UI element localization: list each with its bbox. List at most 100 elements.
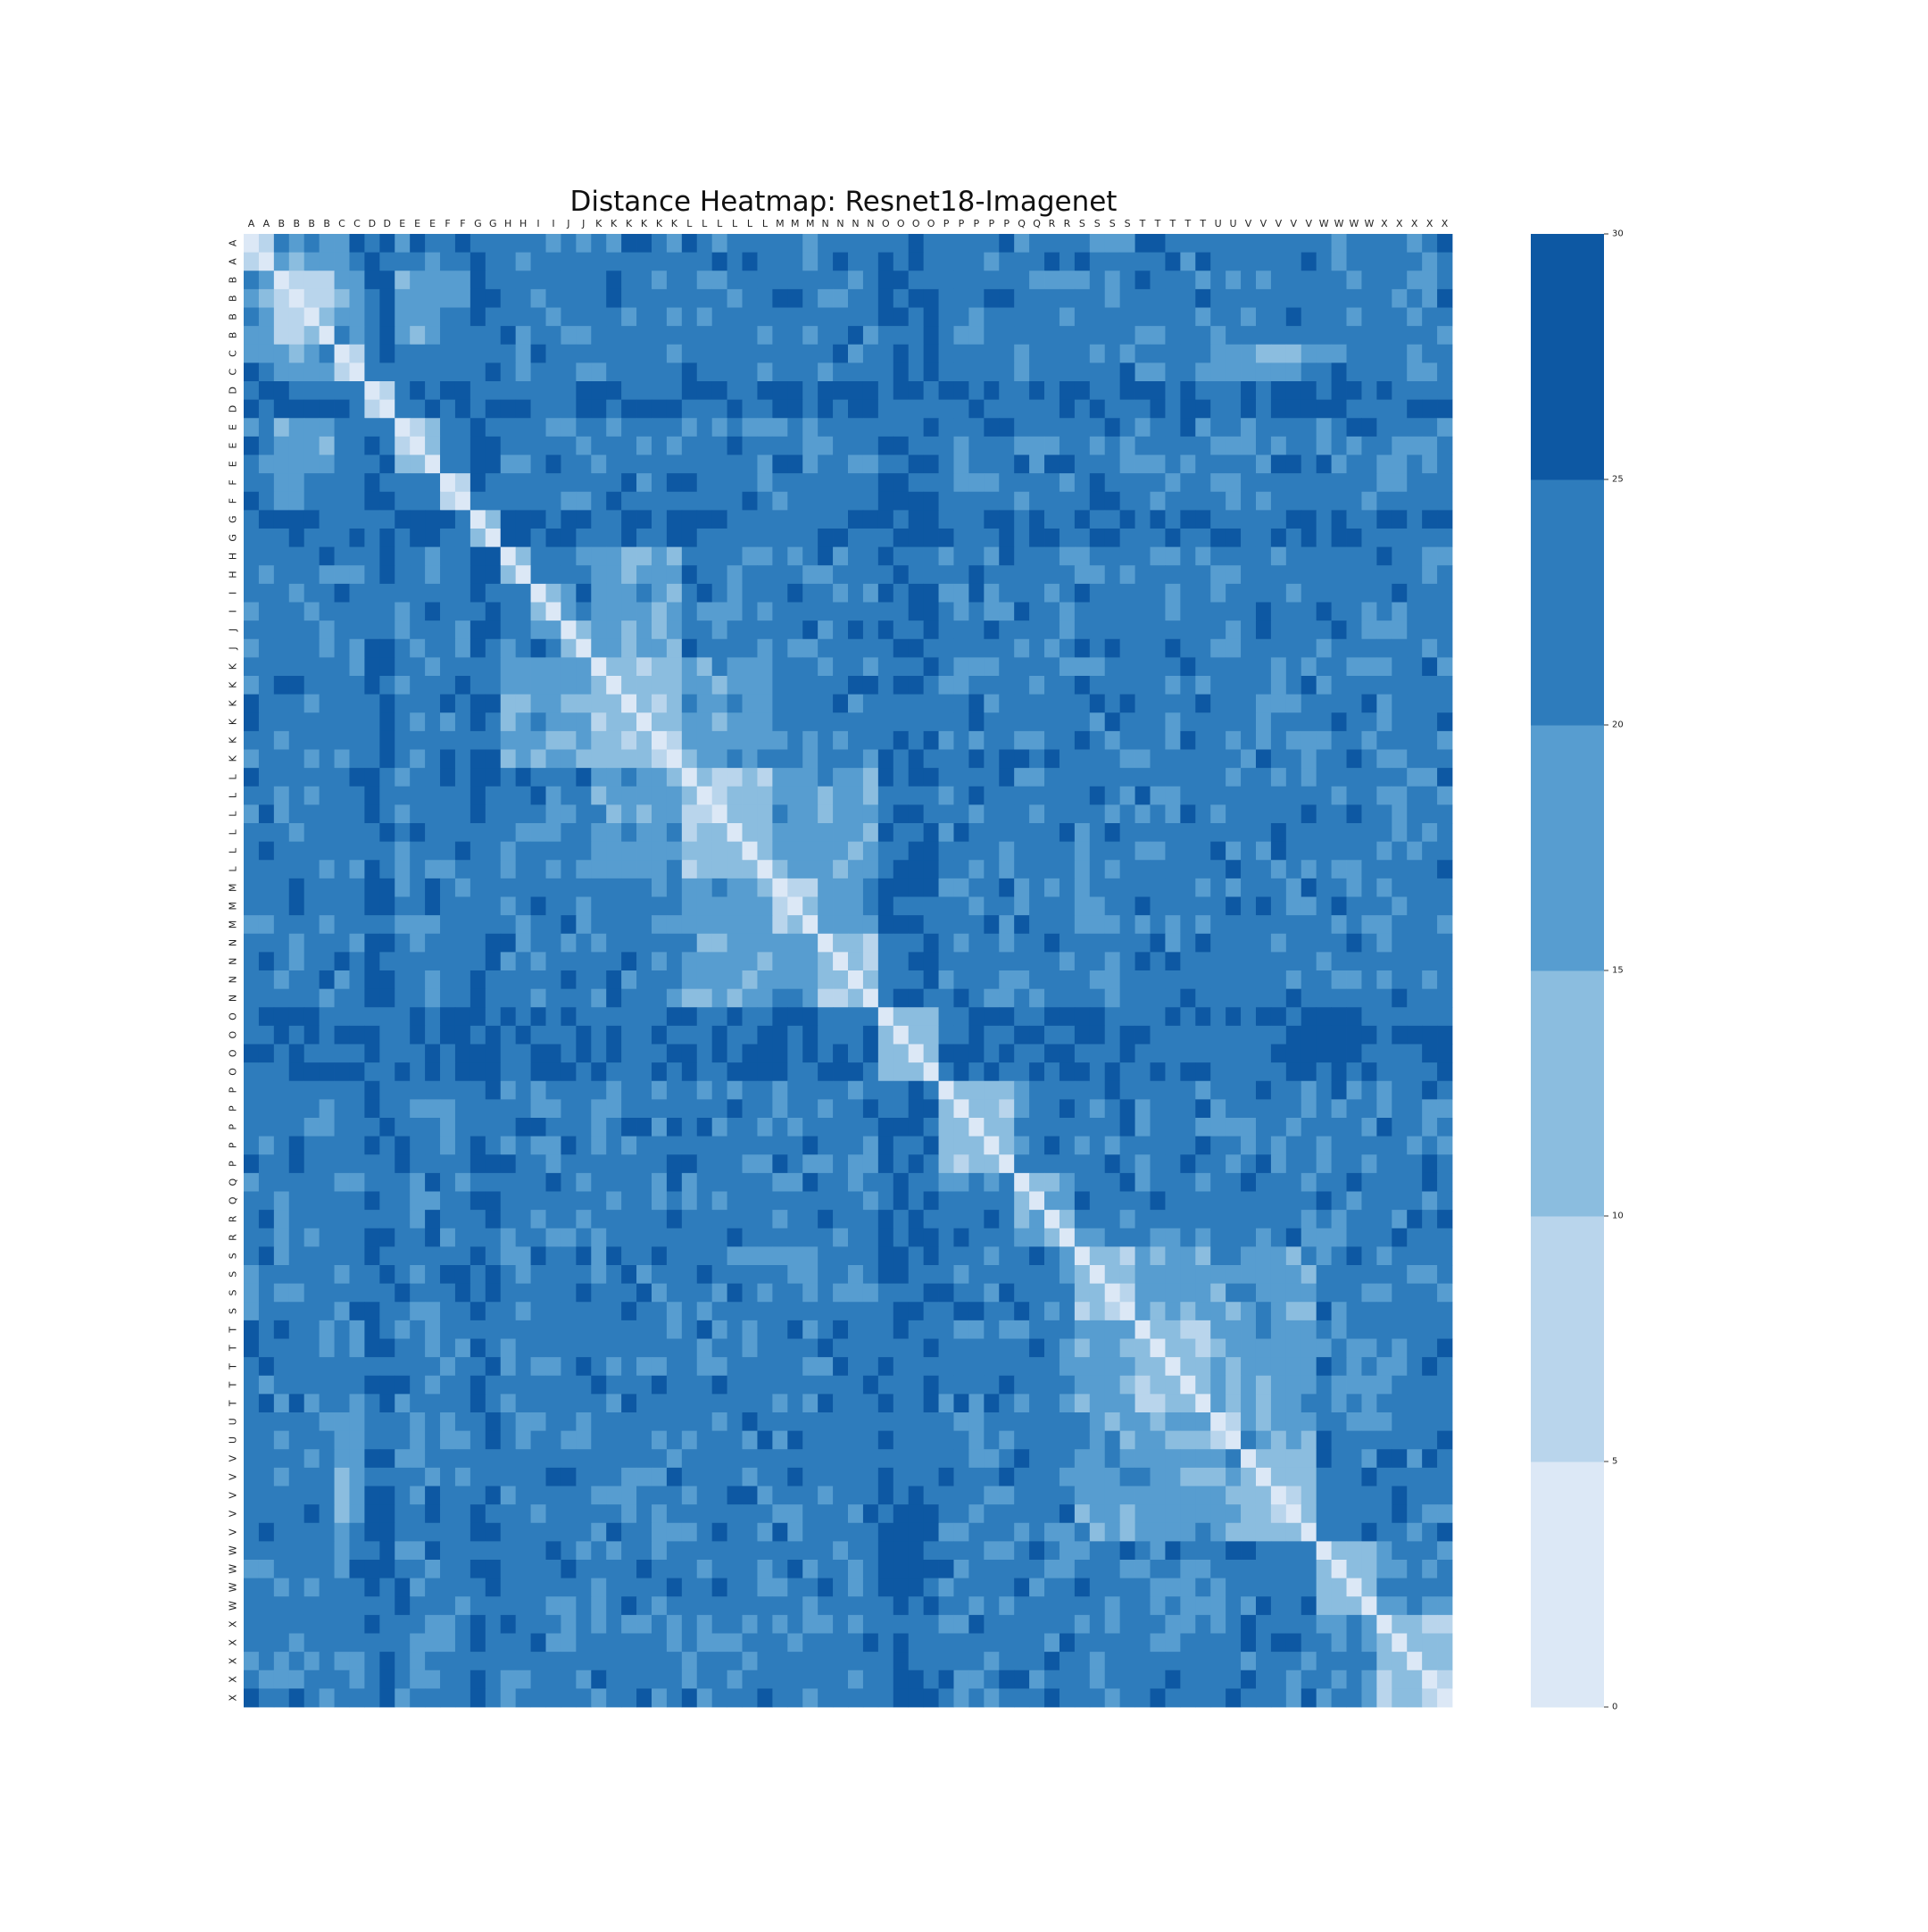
heatmap-cell <box>561 952 577 971</box>
heatmap-cell <box>1104 307 1121 327</box>
heatmap-cell <box>666 436 683 455</box>
heatmap-cell <box>1195 712 1211 732</box>
heatmap-cell <box>273 399 290 419</box>
heatmap-cell <box>877 970 894 990</box>
heatmap-cell <box>1407 860 1423 879</box>
heatmap-cell <box>953 952 969 971</box>
heatmap-cell <box>1361 730 1377 750</box>
heatmap-cell <box>1301 234 1317 254</box>
heatmap-cell <box>576 694 592 713</box>
heatmap-cell <box>334 510 350 529</box>
heatmap-cell <box>742 1302 758 1321</box>
heatmap-cell <box>1180 860 1196 879</box>
heatmap-cell <box>1226 860 1242 879</box>
heatmap-cell <box>1422 271 1438 290</box>
heatmap-cell <box>636 638 652 658</box>
heatmap-cell <box>1180 1025 1196 1045</box>
heatmap-cell <box>576 344 592 363</box>
heatmap-cell <box>757 1302 773 1321</box>
heatmap-cell <box>530 823 546 843</box>
heatmap-cell <box>545 915 561 935</box>
heatmap-cell <box>454 288 471 308</box>
heatmap-cell <box>470 491 486 511</box>
heatmap-cell <box>258 1320 275 1339</box>
heatmap-cell <box>1422 915 1438 935</box>
heatmap-cell <box>1226 896 1242 916</box>
heatmap-cell <box>545 749 561 769</box>
heatmap-cell <box>576 1062 592 1082</box>
heatmap-cell <box>999 491 1015 511</box>
heatmap-cell <box>349 1375 365 1395</box>
heatmap-cell <box>1270 473 1287 493</box>
heatmap-cell <box>470 749 486 769</box>
heatmap-cell <box>561 529 577 548</box>
heatmap-cell <box>818 1320 834 1339</box>
heatmap-cell <box>1104 896 1121 916</box>
heatmap-cell <box>1407 1283 1423 1303</box>
heatmap-cell <box>802 823 819 843</box>
heatmap-cell <box>1346 1320 1362 1339</box>
heatmap-cell <box>636 1191 652 1211</box>
heatmap-cell <box>1241 915 1257 935</box>
heatmap-cell <box>410 823 426 843</box>
heatmap-cell <box>1422 657 1438 677</box>
heatmap-cell <box>908 712 925 732</box>
heatmap-cell <box>440 436 456 455</box>
heatmap-cell <box>454 1246 471 1266</box>
heatmap-cell <box>787 988 803 1008</box>
heatmap-cell <box>1089 326 1106 346</box>
heatmap-cell <box>425 1375 441 1395</box>
heatmap-cell <box>862 1080 879 1100</box>
heatmap-cell <box>1285 1007 1302 1027</box>
heatmap-cell <box>1346 1357 1362 1377</box>
heatmap-cell <box>1210 988 1226 1008</box>
heatmap-cell <box>470 933 486 953</box>
heatmap-cell <box>288 602 305 621</box>
heatmap-cell <box>1316 657 1332 677</box>
heatmap-cell <box>349 841 365 861</box>
heatmap-cell <box>848 1338 864 1358</box>
heatmap-cell <box>334 602 350 621</box>
heatmap-cell <box>606 510 622 529</box>
heatmap-cell <box>364 1099 380 1119</box>
heatmap-cell <box>1180 638 1196 658</box>
heatmap-cell <box>742 768 758 787</box>
heatmap-cell <box>500 1320 517 1339</box>
heatmap-cell <box>1301 252 1317 271</box>
heatmap-cell <box>454 860 471 879</box>
heatmap-cell <box>606 749 622 769</box>
heatmap-cell <box>711 1357 727 1377</box>
heatmap-cell <box>1331 1338 1347 1358</box>
heatmap-cell <box>591 288 607 308</box>
heatmap-cell <box>727 418 743 437</box>
heatmap-cell <box>561 326 577 346</box>
heatmap-cell <box>1226 271 1242 290</box>
heatmap-cell <box>953 307 969 327</box>
heatmap-cell <box>500 454 517 474</box>
heatmap-cell <box>1226 1357 1242 1377</box>
heatmap-cell <box>727 1302 743 1321</box>
heatmap-cell <box>440 399 456 419</box>
heatmap-cell <box>440 362 456 382</box>
heatmap-cell <box>364 933 380 953</box>
heatmap-cell <box>757 878 773 897</box>
heatmap-cell <box>319 252 335 271</box>
heatmap-cell <box>772 1338 788 1358</box>
heatmap-cell <box>288 1080 305 1100</box>
heatmap-cell <box>802 1118 819 1137</box>
heatmap-cell <box>470 1118 486 1137</box>
heatmap-cell <box>545 1080 561 1100</box>
heatmap-cell <box>666 1338 683 1358</box>
heatmap-cell <box>288 1357 305 1377</box>
heatmap-cell <box>636 1154 652 1174</box>
heatmap-cell <box>545 712 561 732</box>
heatmap-cell <box>425 1302 441 1321</box>
heatmap-cell <box>1074 896 1091 916</box>
heatmap-cell <box>1270 436 1287 455</box>
heatmap-cell <box>1226 1099 1242 1119</box>
heatmap-cell <box>561 1172 577 1192</box>
heatmap-cell <box>696 1375 713 1395</box>
heatmap-cell <box>273 620 290 640</box>
heatmap-cell <box>303 271 320 290</box>
heatmap-cell <box>833 307 849 327</box>
